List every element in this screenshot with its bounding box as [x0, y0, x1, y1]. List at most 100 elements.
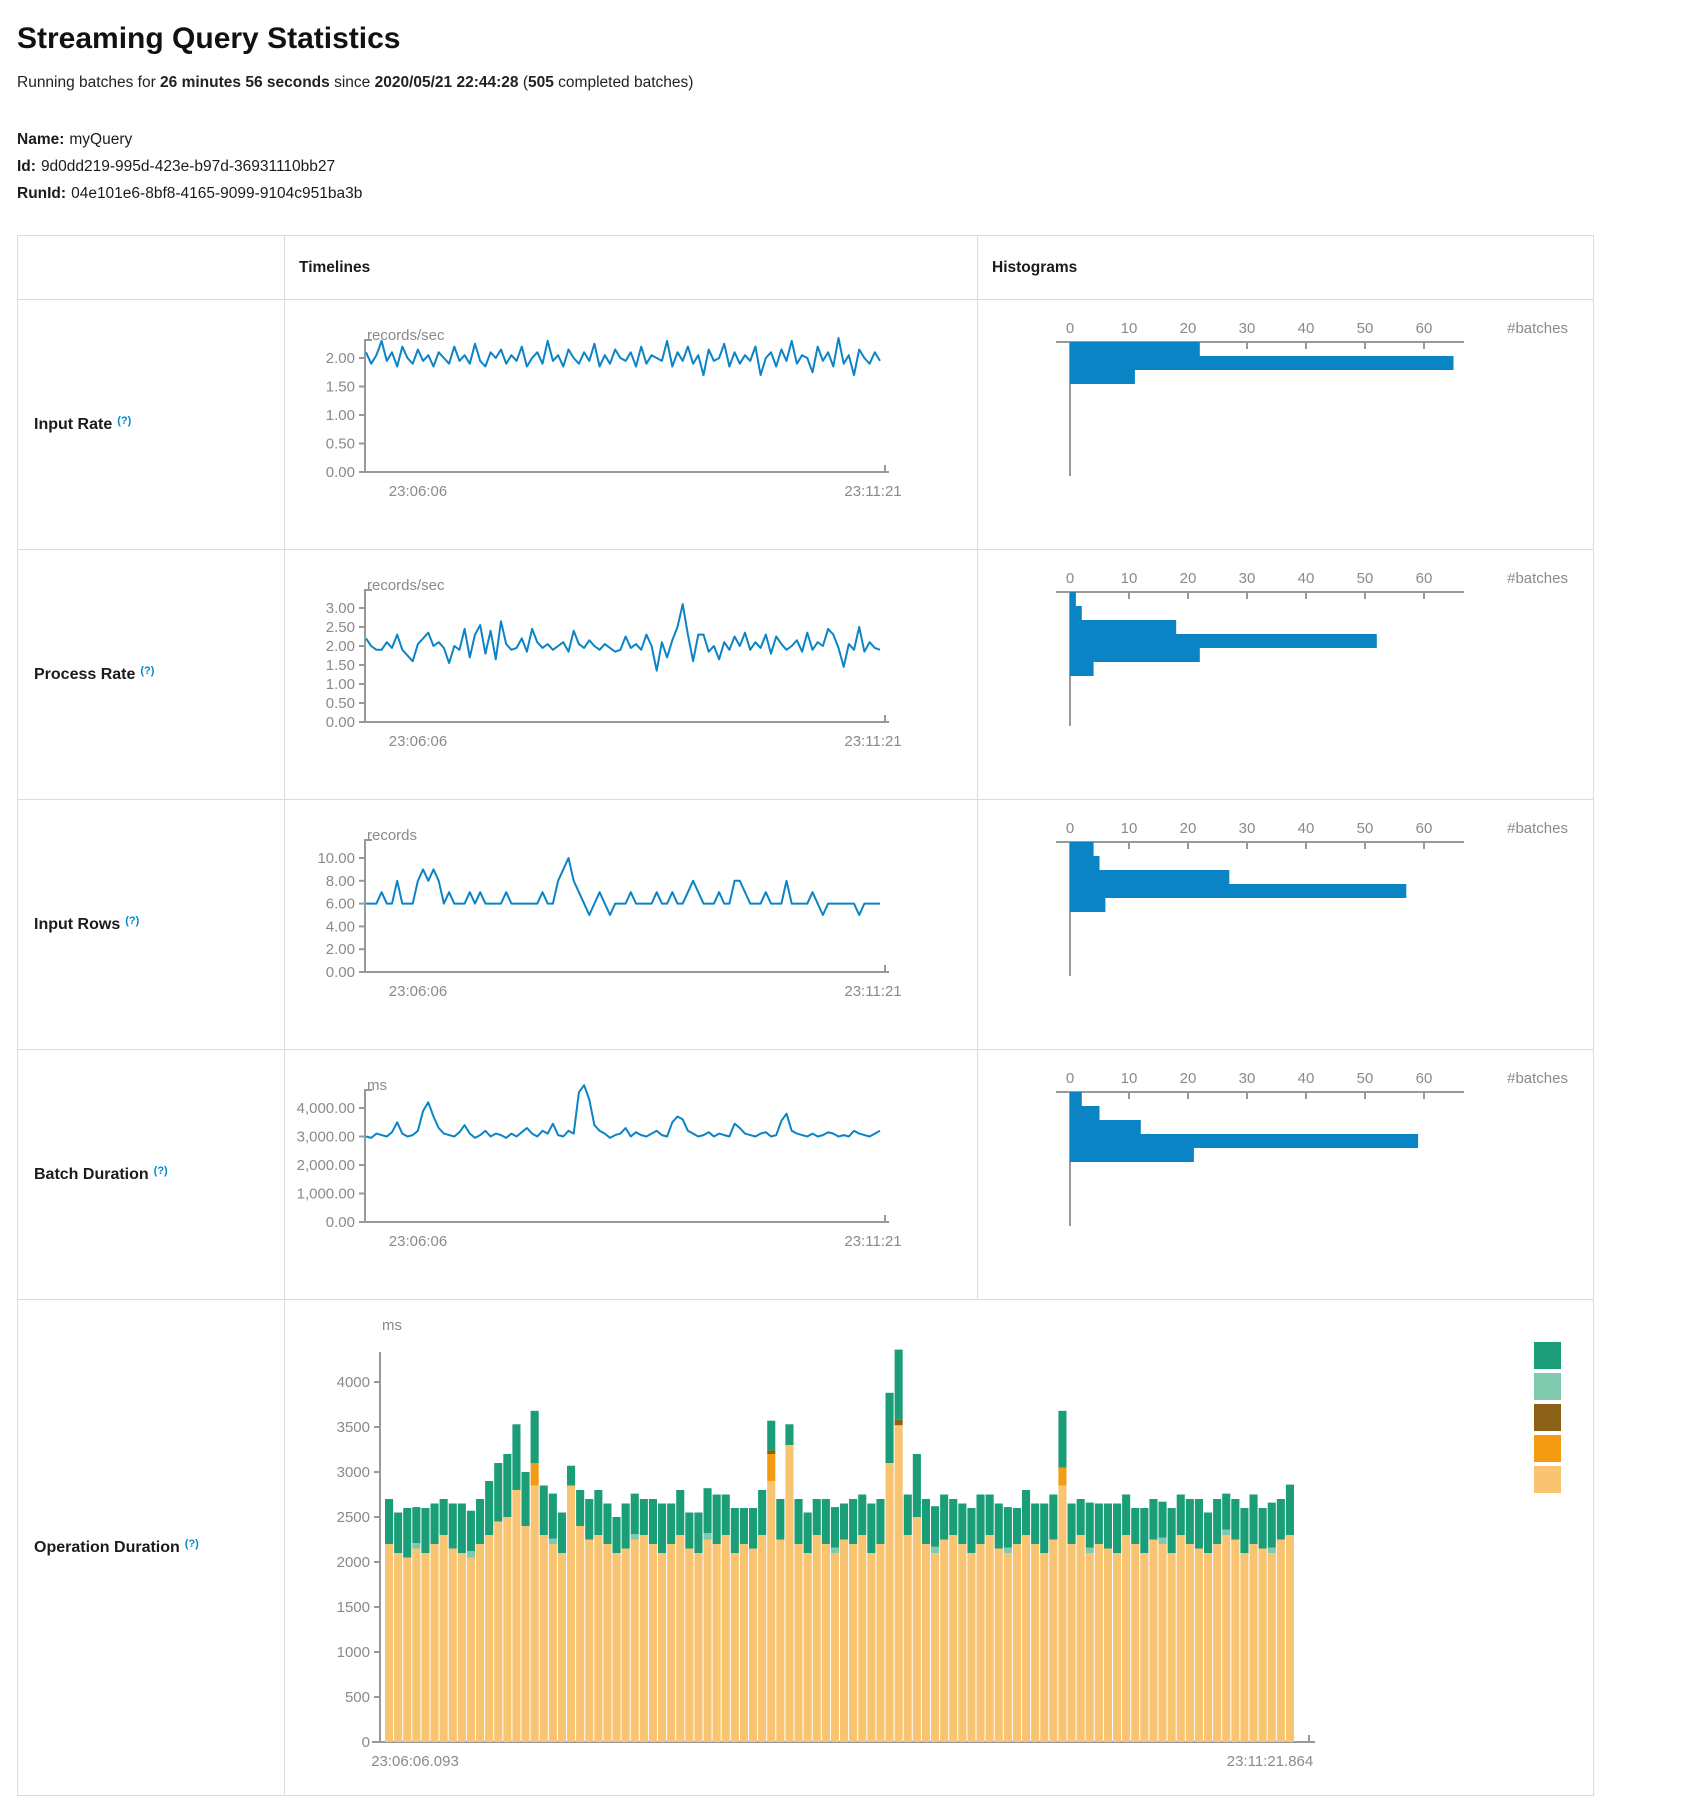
svg-text:2.00: 2.00: [326, 942, 355, 959]
svg-text:0.50: 0.50: [326, 695, 355, 712]
header-timelines: Timelines: [285, 236, 978, 301]
svg-text:10: 10: [1121, 570, 1138, 587]
svg-text:3,000.00: 3,000.00: [297, 1129, 355, 1146]
svg-text:20: 20: [1180, 1070, 1197, 1087]
input-rows-help-icon[interactable]: (?): [125, 914, 140, 927]
input-rate-histogram-cell: 0 10 20 30 40 50 60 #batches: [978, 300, 1593, 551]
query-name-label: Name:: [17, 131, 65, 148]
svg-text:50: 50: [1357, 820, 1374, 837]
svg-text:8.00: 8.00: [326, 873, 355, 890]
svg-text:#batches: #batches: [1507, 820, 1568, 837]
svg-text:0.00: 0.00: [326, 464, 355, 481]
svg-text:23:11:21: 23:11:21: [844, 483, 901, 500]
input-rate-timeline-chart: records/sec 2.00 1.50 1.00 0.50 0.00 23:06:06 2…: [326, 327, 902, 500]
svg-text:60: 60: [1416, 820, 1433, 837]
input-rows-timeline-chart: records 10.00 8.00 6.00 4.00 2.00 0.00 23:06:06…: [317, 827, 901, 1000]
operation-duration-stacked-chart: ms 4000 3500 3000 2500 2000 1500 1000 500 023:06:…: [337, 1317, 1561, 1770]
svg-text:#batches: #batches: [1507, 570, 1568, 587]
svg-text:40: 40: [1298, 570, 1315, 587]
row-label-operation-duration: Operation Duration (?): [18, 1300, 285, 1796]
svg-text:2500: 2500: [337, 1509, 370, 1526]
svg-text:0.00: 0.00: [326, 964, 355, 981]
svg-text:1,000.00: 1,000.00: [297, 1186, 355, 1203]
svg-text:40: 40: [1298, 1070, 1315, 1087]
running-summary: Running batches for 26 minutes 56 second…: [17, 74, 1676, 92]
input-rate-histogram-chart: 0 10 20 30 40 50 60 #batches: [1056, 320, 1568, 477]
svg-text:10: 10: [1121, 320, 1138, 337]
operation-duration-help-icon[interactable]: (?): [184, 1537, 199, 1550]
process-rate-timeline-chart: records/sec 3.00 2.50 2.00 1.50 1.00 0.50 0.00 2…: [326, 577, 902, 750]
header-histograms: Histograms: [978, 236, 1593, 301]
process-rate-timeline-cell: records/sec 3.00 2.50 2.00 1.50 1.00 0.50 0.00 2…: [285, 550, 978, 801]
svg-text:ms: ms: [382, 1317, 402, 1334]
svg-text:50: 50: [1357, 1070, 1374, 1087]
svg-text:23:06:06: 23:06:06: [389, 983, 447, 1000]
query-id-row: Id: 9d0dd219-995d-423e-b97d-36931110bb27: [17, 153, 1676, 180]
svg-text:0: 0: [1066, 820, 1074, 837]
svg-text:3000: 3000: [337, 1464, 370, 1481]
svg-text:2000: 2000: [337, 1554, 370, 1571]
batch-duration-histogram-cell: 0 10 20 30 40 50 60 #batches: [978, 1050, 1593, 1301]
batch-duration-timeline-chart: ms 4,000.00 3,000.00 2,000.00 1,000.00 0.00 23…: [297, 1077, 902, 1250]
svg-text:23:06:06: 23:06:06: [389, 483, 447, 500]
svg-text:30: 30: [1239, 320, 1256, 337]
svg-text:23:06:06.093: 23:06:06.093: [371, 1753, 459, 1770]
svg-text:2.00: 2.00: [326, 350, 355, 367]
svg-text:60: 60: [1416, 1070, 1433, 1087]
input-rate-timeline-cell: records/sec 2.00 1.50 1.00 0.50 0.00 23:06:06 2…: [285, 300, 978, 551]
svg-text:1500: 1500: [337, 1599, 370, 1616]
svg-text:50: 50: [1357, 570, 1374, 587]
svg-text:50: 50: [1357, 320, 1374, 337]
svg-text:2.50: 2.50: [326, 619, 355, 636]
summary-start-time: 2020/05/21 22:44:28: [374, 74, 519, 91]
summary-since: since: [329, 74, 375, 91]
svg-text:23:11:21: 23:11:21: [844, 1233, 901, 1250]
svg-text:#batches: #batches: [1507, 1070, 1568, 1087]
process-rate-help-icon[interactable]: (?): [140, 664, 155, 677]
query-name-value: myQuery: [69, 131, 133, 148]
svg-text:23:11:21.864: 23:11:21.864: [1227, 1753, 1313, 1770]
query-id-label: Id:: [17, 158, 36, 176]
query-meta: Name: myQuery Id: 9d0dd219-995d-423e-b97d-…: [17, 126, 1676, 207]
svg-text:1.50: 1.50: [326, 657, 355, 674]
summary-duration: 26 minutes 56 seconds: [160, 74, 330, 91]
svg-text:40: 40: [1298, 820, 1315, 837]
svg-text:500: 500: [345, 1689, 370, 1706]
row-label-process-rate: Process Rate (?): [18, 550, 285, 801]
svg-text:ms: ms: [367, 1077, 387, 1094]
svg-text:#batches: #batches: [1507, 320, 1568, 337]
svg-text:40: 40: [1298, 320, 1315, 337]
svg-text:records/sec: records/sec: [367, 327, 445, 344]
svg-text:30: 30: [1239, 570, 1256, 587]
svg-text:23:06:06: 23:06:06: [389, 1233, 447, 1250]
svg-text:3.00: 3.00: [326, 600, 355, 617]
svg-text:1.50: 1.50: [326, 379, 355, 396]
input-rows-timeline-cell: records 10.00 8.00 6.00 4.00 2.00 0.00 23:06:06…: [285, 800, 978, 1051]
row-label-input-rows: Input Rows (?): [18, 800, 285, 1051]
svg-text:10: 10: [1121, 820, 1138, 837]
query-id-value: 9d0dd219-995d-423e-b97d-36931110bb27: [40, 158, 336, 176]
svg-text:1.00: 1.00: [326, 407, 355, 424]
input-rate-help-icon[interactable]: (?): [117, 414, 132, 427]
summary-completed-count: 505: [527, 74, 554, 91]
query-runid-label: RunId:: [17, 185, 67, 203]
svg-text:20: 20: [1180, 570, 1197, 587]
svg-text:1000: 1000: [337, 1644, 370, 1661]
query-name-row: Name: myQuery: [17, 126, 1676, 153]
svg-text:0.00: 0.00: [326, 714, 355, 731]
operation-duration-chart-cell: ms 4000 3500 3000 2500 2000 1500 1000 500 0 23:06:…: [285, 1300, 1593, 1795]
svg-text:23:06:06: 23:06:06: [389, 733, 447, 750]
svg-text:10: 10: [1121, 1070, 1138, 1087]
process-rate-histogram-cell: 0 10 20 30 40 50 60 #batches: [978, 550, 1593, 801]
svg-text:23:11:21: 23:11:21: [844, 983, 901, 1000]
svg-text:10.00: 10.00: [317, 850, 355, 867]
svg-text:20: 20: [1180, 320, 1197, 337]
svg-text:0: 0: [1066, 1070, 1074, 1087]
svg-text:4000: 4000: [337, 1374, 370, 1391]
query-runid-row: RunId: 04e101e6-8bf8-4165-9099-9104c951ba…: [17, 180, 1676, 207]
batch-duration-timeline-cell: ms 4,000.00 3,000.00 2,000.00 1,000.00 0.00 23…: [285, 1050, 978, 1301]
query-runid-value: 04e101e6-8bf8-4165-9099-9104c951ba3b: [71, 185, 363, 203]
batch-duration-help-icon[interactable]: (?): [153, 1164, 168, 1177]
summary-suffix: completed batches): [553, 74, 694, 91]
